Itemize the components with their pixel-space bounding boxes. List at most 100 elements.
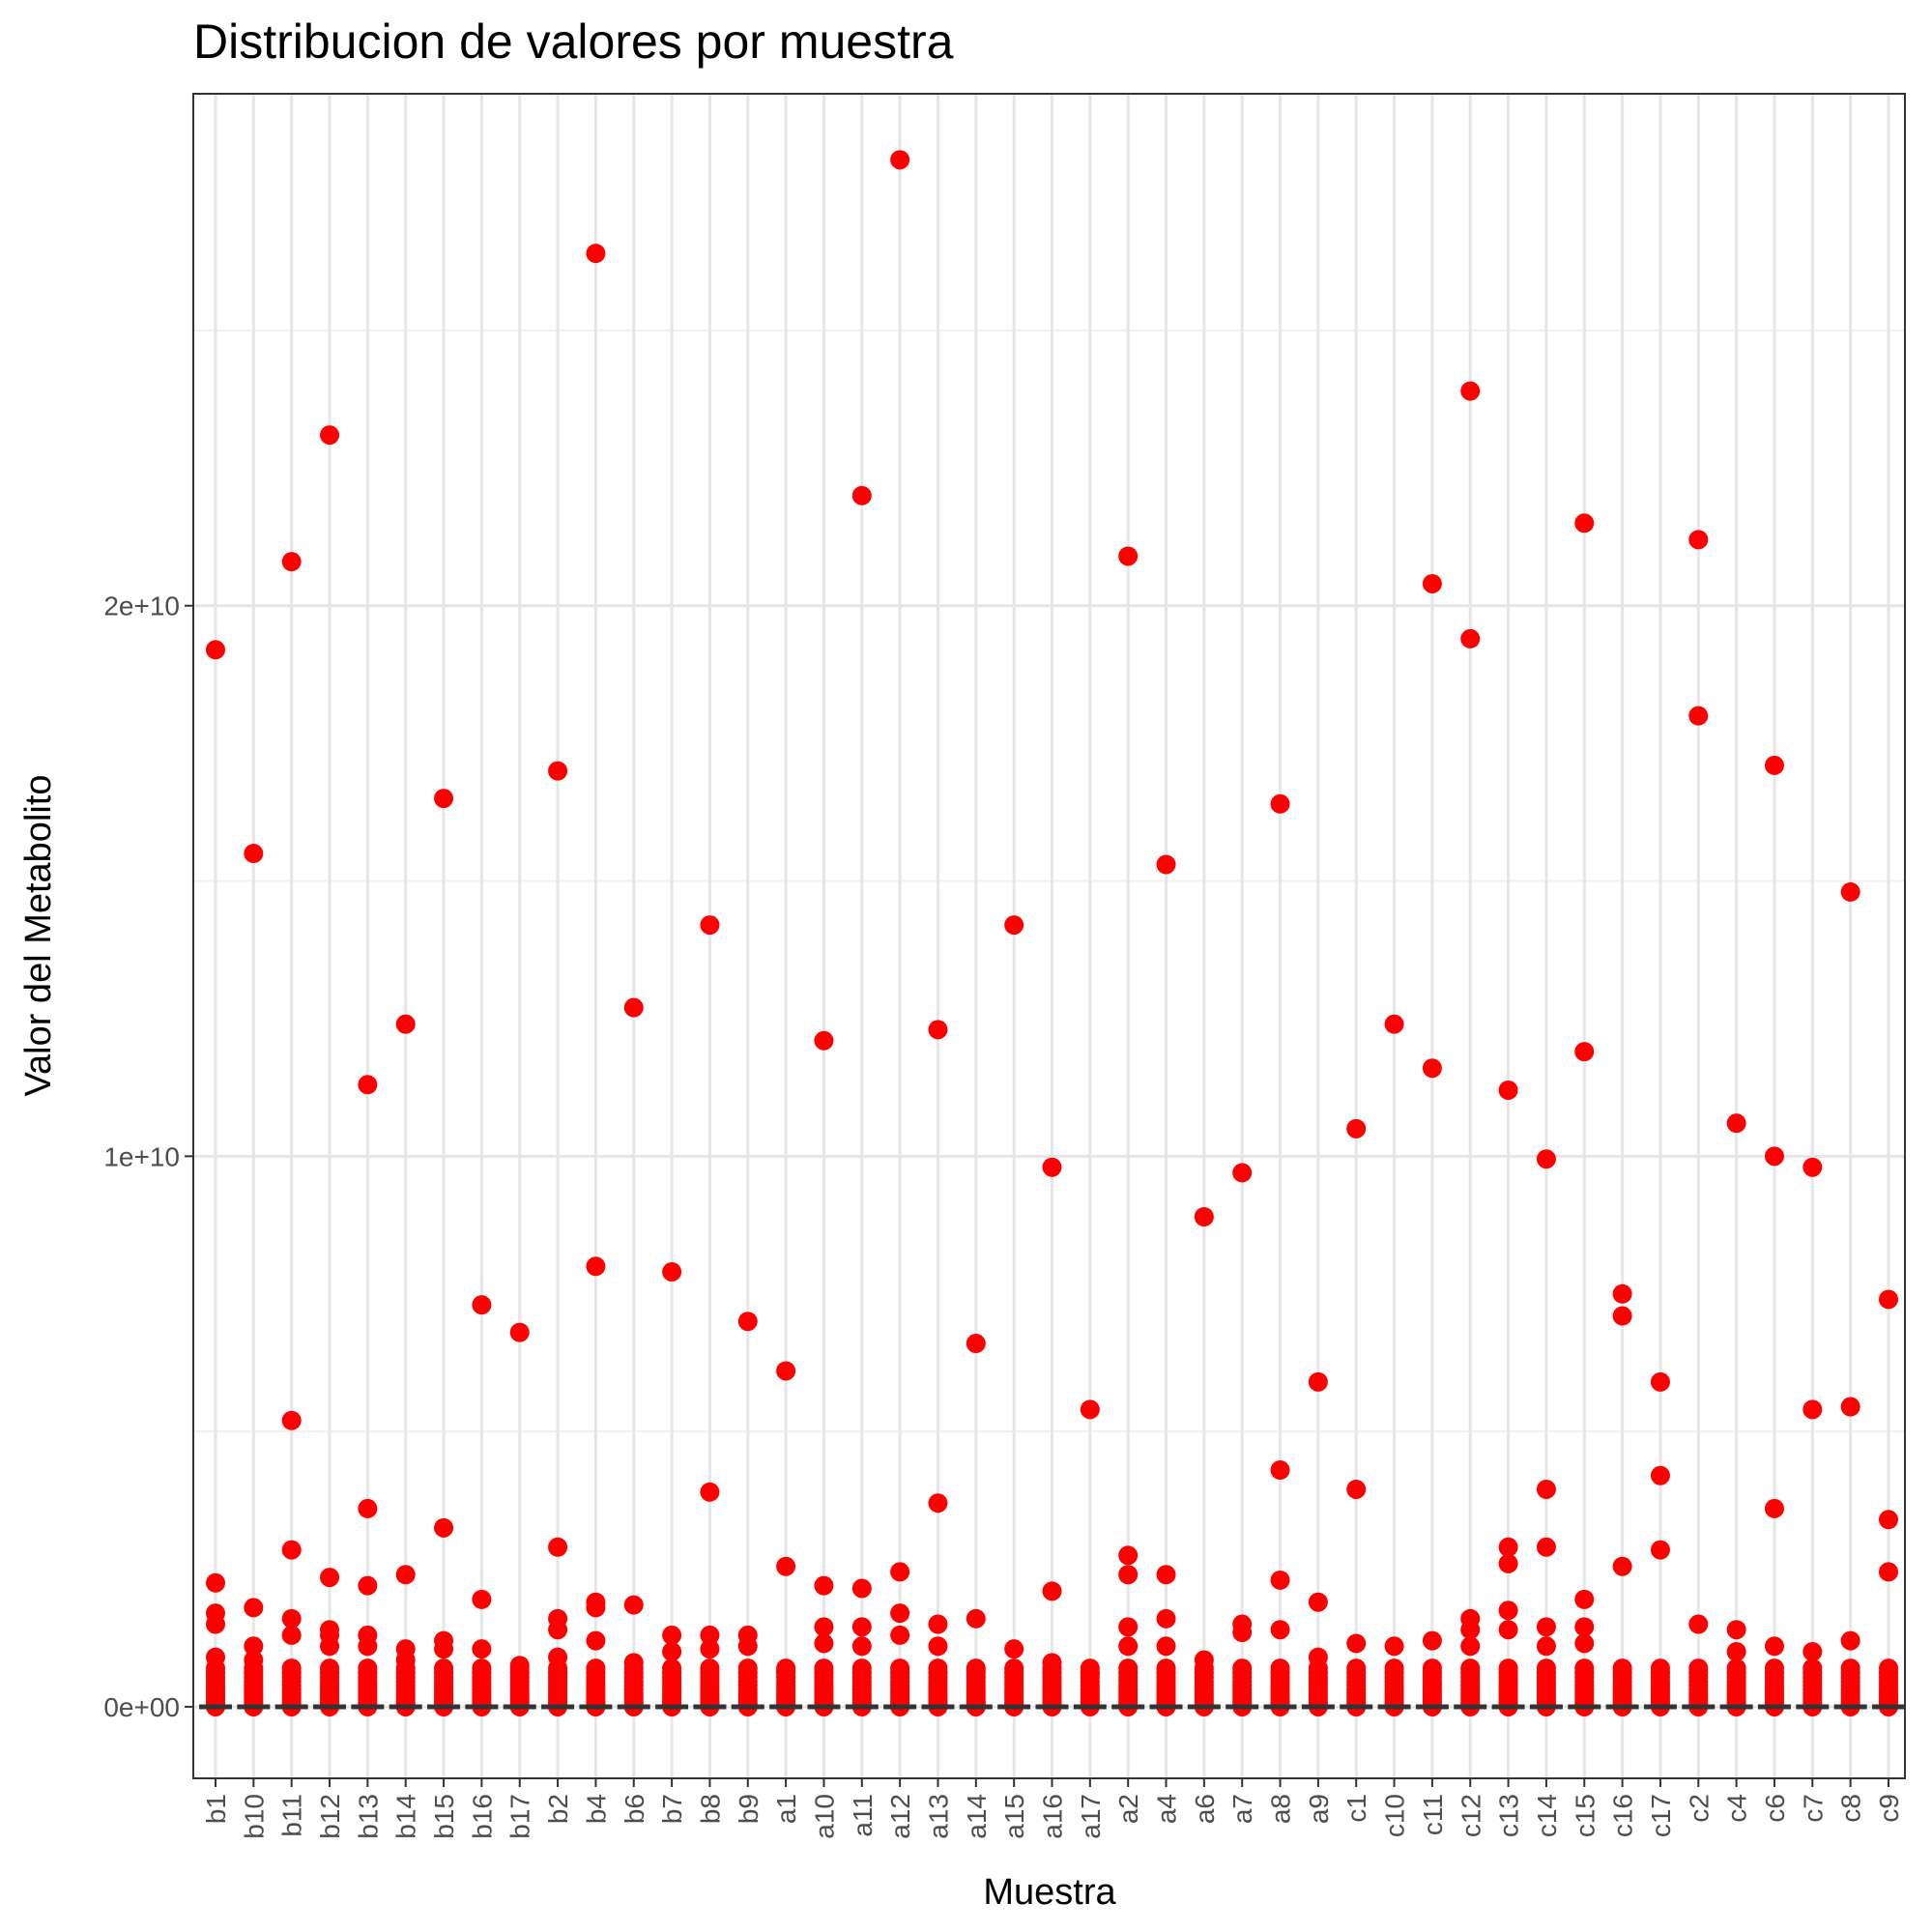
- x-tick-label: a7: [1227, 1794, 1257, 1824]
- outlier-point: [700, 1658, 720, 1679]
- x-tick-label: c1: [1341, 1794, 1371, 1823]
- outlier-point: [851, 1636, 872, 1657]
- outlier-point: [472, 1295, 492, 1315]
- x-tick-label: b17: [505, 1794, 535, 1839]
- outlier-point: [586, 1630, 606, 1651]
- x-tick-label: c11: [1418, 1794, 1448, 1835]
- outlier-point: [1270, 1658, 1290, 1679]
- outlier-point: [700, 1625, 720, 1645]
- outlier-point: [700, 1639, 720, 1659]
- outlier-point: [1460, 1636, 1481, 1657]
- outlier-point: [320, 1636, 340, 1657]
- outlier-point: [1498, 1658, 1518, 1679]
- outlier-point: [1764, 1498, 1784, 1518]
- x-tick-label: a2: [1113, 1794, 1143, 1824]
- outlier-point: [1802, 1157, 1823, 1177]
- x-tick-label: b15: [429, 1794, 459, 1839]
- outlier-point: [890, 1603, 910, 1624]
- x-tick-label: c10: [1380, 1794, 1410, 1837]
- outlier-point: [851, 1658, 872, 1679]
- outlier-point: [548, 1537, 568, 1557]
- outlier-point: [281, 1625, 302, 1645]
- outlier-point: [1650, 1371, 1670, 1392]
- outlier-point: [206, 1647, 225, 1667]
- outlier-point: [244, 1650, 264, 1670]
- plot-border: [192, 93, 1906, 1779]
- outlier-point: [1308, 1647, 1328, 1667]
- x-tick-label: a6: [1190, 1794, 1220, 1824]
- outlier-point: [586, 1256, 606, 1277]
- outlier-point: [1118, 1617, 1139, 1637]
- outlier-point: [1156, 1636, 1176, 1657]
- x-tick-label: c13: [1494, 1794, 1524, 1837]
- x-tick-label: a1: [771, 1794, 801, 1824]
- outlier-point: [1270, 1620, 1290, 1640]
- x-tick-label: c4: [1722, 1794, 1752, 1823]
- x-tick-label: b10: [239, 1794, 269, 1839]
- outlier-point: [890, 1625, 910, 1645]
- outlier-point: [1726, 1113, 1746, 1134]
- outlier-point: [1004, 915, 1024, 936]
- outlier-point: [1308, 1592, 1328, 1612]
- outlier-point: [1612, 1283, 1632, 1304]
- outlier-point: [548, 1620, 568, 1640]
- outlier-point: [1422, 1630, 1442, 1651]
- outlier-point: [928, 1020, 948, 1040]
- outlier-point: [434, 1517, 454, 1538]
- outlier-point: [928, 1636, 948, 1657]
- outlier-point: [1156, 854, 1176, 875]
- outlier-point: [1726, 1641, 1746, 1661]
- outlier-point: [1879, 1562, 1898, 1582]
- outlier-point: [890, 1658, 910, 1679]
- x-tick-label: a15: [999, 1794, 1029, 1839]
- y-tick-label: 0e+00: [103, 1692, 180, 1722]
- outlier-point: [1536, 1479, 1556, 1499]
- outlier-point: [737, 1658, 758, 1679]
- outlier-point: [1840, 1630, 1860, 1651]
- x-tick-label: b9: [734, 1794, 764, 1824]
- outlier-point: [1802, 1641, 1823, 1661]
- outlier-point: [851, 485, 872, 505]
- outlier-point: [320, 1658, 340, 1679]
- outlier-point: [1574, 1658, 1595, 1679]
- outlier-point: [814, 1658, 834, 1679]
- outlier-point: [1688, 706, 1709, 726]
- outlier-point: [1384, 1014, 1404, 1034]
- outlier-point: [472, 1658, 492, 1679]
- outlier-point: [814, 1030, 834, 1051]
- outlier-point: [662, 1261, 682, 1282]
- outlier-point: [1688, 530, 1709, 550]
- outlier-point: [244, 1636, 264, 1657]
- outlier-point: [966, 1608, 986, 1629]
- outlier-point: [1879, 1510, 1898, 1530]
- outlier-point: [1498, 1600, 1518, 1621]
- outlier-point: [1232, 1658, 1253, 1679]
- outlier-point: [737, 1312, 758, 1332]
- y-axis-title: Valor del Metabolito: [18, 774, 59, 1096]
- outlier-point: [358, 1636, 378, 1657]
- outlier-point: [1650, 1658, 1670, 1679]
- chart-title: Distribucion de valores por muestra: [193, 14, 954, 69]
- outlier-point: [1612, 1306, 1632, 1326]
- outlier-point: [320, 1568, 340, 1588]
- outlier-point: [776, 1660, 796, 1681]
- x-tick-label: c17: [1646, 1794, 1676, 1837]
- outlier-point: [662, 1658, 682, 1679]
- x-tick-label: a4: [1152, 1794, 1182, 1824]
- outlier-point: [1536, 1636, 1556, 1657]
- outlier-point: [1384, 1636, 1404, 1657]
- outlier-point: [206, 1614, 225, 1634]
- x-axis-title: Muestra: [983, 1872, 1116, 1913]
- outlier-point: [662, 1641, 682, 1661]
- outlier-point: [395, 1014, 416, 1034]
- outlier-point: [395, 1565, 416, 1585]
- outlier-point: [1764, 1636, 1784, 1657]
- outlier-point: [1156, 1565, 1176, 1585]
- x-tick-label: c2: [1684, 1794, 1714, 1823]
- outlier-point: [1612, 1658, 1632, 1679]
- x-tick-label: c7: [1798, 1794, 1828, 1823]
- outlier-point: [586, 1598, 606, 1618]
- outlier-point: [966, 1334, 986, 1354]
- outlier-point: [1308, 1371, 1328, 1392]
